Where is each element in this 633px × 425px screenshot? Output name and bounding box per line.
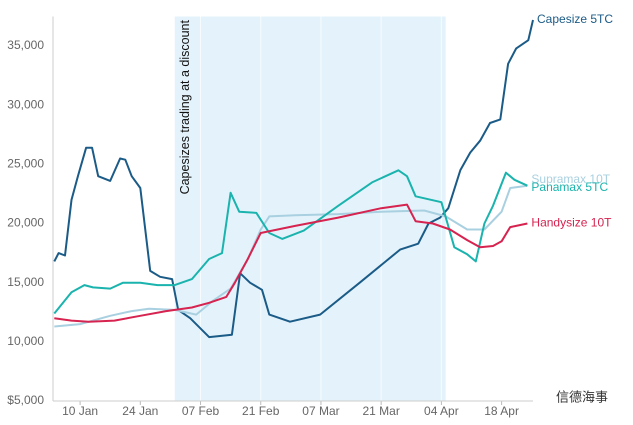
- legend-label: Panamax 5TC: [531, 180, 608, 194]
- series-line: [53, 169, 528, 315]
- y-tick-label: $5,000: [7, 393, 44, 407]
- x-tick-label: 24 Jan: [122, 404, 158, 418]
- legend-label: Supramax 10T: [531, 172, 610, 186]
- y-tick-label: 10,000: [7, 334, 44, 348]
- y-tick-label: 30,000: [7, 97, 44, 111]
- x-tick-label: 07 Feb: [182, 404, 220, 418]
- x-tick-label: 04 Apr: [424, 404, 459, 418]
- x-tick-label: 07 Mar: [302, 404, 339, 418]
- y-tick-label: 15,000: [7, 275, 44, 289]
- series-line: [54, 184, 528, 328]
- annotation: Capesizes trading at a discount: [178, 19, 192, 194]
- x-tick-label: 21 Feb: [242, 404, 280, 418]
- y-tick-label: 20,000: [7, 216, 44, 230]
- series-line: [54, 203, 528, 323]
- legend-label: Handysize 10T: [531, 216, 612, 230]
- shaded-region: [174, 16, 446, 401]
- x-tick-label: 10 Jan: [62, 404, 98, 418]
- y-tick-label: 25,000: [7, 157, 44, 171]
- x-tick-label: 21 Mar: [362, 404, 399, 418]
- y-tick-label: 35,000: [7, 38, 44, 52]
- legend-label: Capesize 5TC: [537, 12, 613, 26]
- watermark: 信德海事: [556, 389, 608, 404]
- x-tick-label: 18 Apr: [484, 404, 519, 418]
